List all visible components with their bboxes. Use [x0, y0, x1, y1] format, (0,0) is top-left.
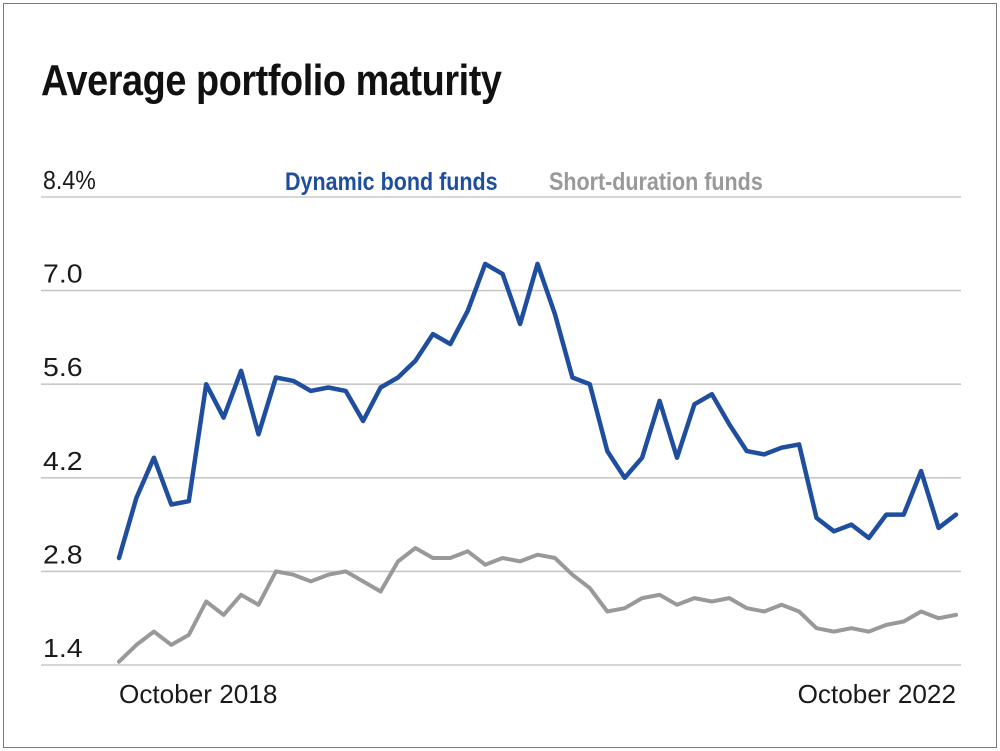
x-tick-label: October 2022	[798, 679, 956, 709]
y-axis-tick-labels: 8.4% 7.0 5.6 4.2 2.8 1.4	[43, 165, 96, 663]
y-tick-label: 7.0	[43, 259, 83, 289]
series-lines	[116, 261, 959, 664]
x-tick-label: October 2018	[119, 679, 277, 709]
chart-frame: Average portfolio maturity Dynamic bond …	[3, 3, 997, 748]
gridlines	[41, 196, 961, 666]
line-chart: 8.4%7.05.64.22.81.4 October 2018 October …	[41, 165, 961, 709]
series-line-short-duration-funds	[117, 546, 958, 664]
legend-entry-dynamic-bond-funds: Dynamic bond funds	[285, 168, 498, 196]
legend-entry-short-duration-funds: Short-duration funds	[549, 168, 763, 196]
y-tick-label: 8.4%	[43, 165, 96, 195]
y-tick-label: 4.2	[43, 446, 83, 476]
y-tick-label: 2.8	[43, 539, 83, 569]
chart-title: Average portfolio maturity	[41, 56, 502, 105]
x-axis-tick-labels: October 2018 October 2022	[119, 679, 956, 709]
series-line-dynamic-bond-funds	[116, 261, 959, 561]
y-tick-label: 5.6	[43, 352, 83, 382]
y-tick-label: 1.4	[43, 633, 83, 663]
